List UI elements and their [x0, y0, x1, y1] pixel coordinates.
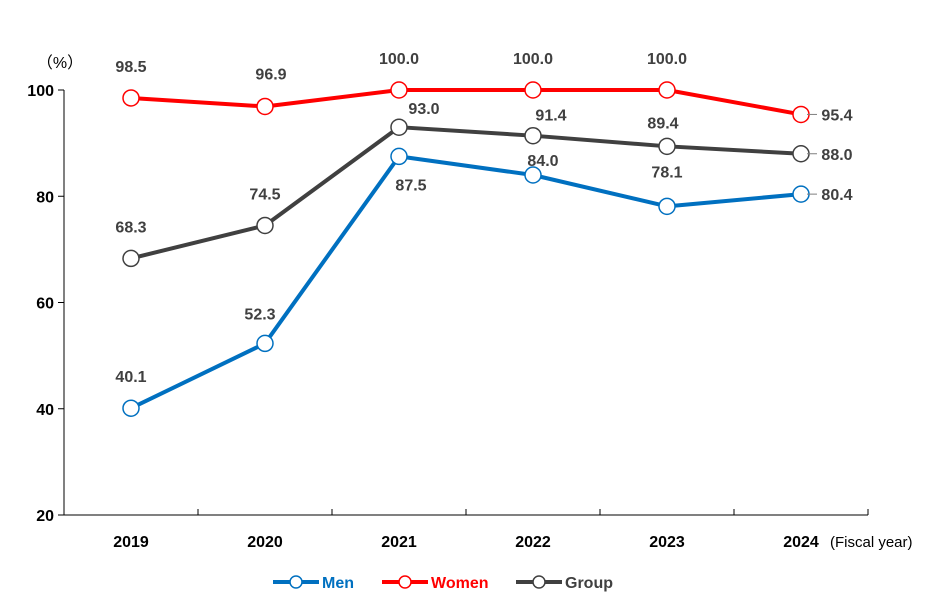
series-lines	[122, 81, 810, 417]
legend-marker-group	[532, 575, 546, 589]
legend-label-group: Group	[565, 575, 613, 592]
x-tick-label: 2022	[515, 534, 551, 551]
data-label-women: 100.0	[647, 51, 687, 68]
y-axis-label: （%）	[37, 54, 83, 72]
data-point-men	[792, 185, 810, 203]
data-point-men	[256, 334, 274, 353]
series-line-group	[130, 125, 802, 261]
data-point-women	[122, 89, 140, 107]
data-point-men	[390, 147, 408, 166]
data-point-women	[524, 81, 542, 99]
data-label-men: 87.5	[395, 177, 426, 194]
y-tick-label: 100	[27, 83, 54, 100]
x-tick-label: 2023	[649, 534, 685, 551]
x-tick-label: 2021	[381, 534, 417, 551]
data-point-group	[390, 118, 408, 136]
data-point-women	[390, 81, 408, 99]
series-line-men	[130, 154, 802, 411]
data-label-group: 68.3	[115, 219, 146, 236]
data-point-men	[524, 166, 542, 184]
data-point-group	[524, 126, 542, 145]
data-label-men: 78.1	[651, 164, 682, 181]
data-label-men: 40.1	[115, 369, 146, 386]
legend-marker-women	[398, 575, 412, 589]
x-tick-label: 2019	[113, 534, 149, 551]
data-label-men: 84.0	[527, 153, 558, 170]
data-point-men	[122, 399, 140, 417]
data-point-women	[792, 105, 810, 124]
data-point-group	[122, 249, 140, 268]
x-axis-label: (Fiscal year)	[830, 534, 913, 551]
data-point-group	[658, 137, 676, 156]
data-labels: 40.1 52.3 87.5 84.0 78.1 80.4 98.5 96.9 100.0 100…	[115, 51, 852, 386]
legend-label-women: Women	[431, 575, 488, 592]
data-point-women	[658, 81, 676, 99]
data-label-women: 100.0	[379, 51, 419, 68]
data-label-group: 88.0	[821, 147, 852, 164]
y-tick-label: 20	[36, 508, 54, 525]
y-tick-label: 60	[36, 296, 54, 313]
data-label-women: 95.4	[821, 107, 852, 124]
data-label-group: 91.4	[535, 108, 566, 125]
data-label-women: 96.9	[255, 66, 286, 83]
legend-marker-men	[289, 575, 303, 589]
data-point-women	[256, 97, 274, 116]
series-line-women	[130, 88, 802, 117]
data-label-women: 98.5	[115, 59, 146, 76]
x-tick-label: 2024	[783, 534, 819, 551]
data-point-group	[792, 145, 810, 163]
x-tick-label: 2020	[247, 534, 283, 551]
y-tick-label: 40	[36, 402, 54, 419]
data-label-group: 89.4	[647, 115, 678, 132]
data-point-group	[256, 216, 274, 235]
data-label-men: 80.4	[821, 187, 852, 204]
axes: 20 40 60 80 100 （%） 2019 2020 2021 2022 2023 2024 (F…	[27, 54, 912, 551]
data-point-men	[658, 197, 676, 216]
legend: Men Women Group	[273, 575, 613, 592]
data-label-group: 74.5	[249, 186, 280, 203]
legend-label-men: Men	[322, 575, 354, 592]
data-label-group: 93.0	[408, 101, 439, 118]
y-tick-label: 80	[36, 189, 54, 206]
data-label-men: 52.3	[244, 306, 275, 323]
data-label-women: 100.0	[513, 51, 553, 68]
